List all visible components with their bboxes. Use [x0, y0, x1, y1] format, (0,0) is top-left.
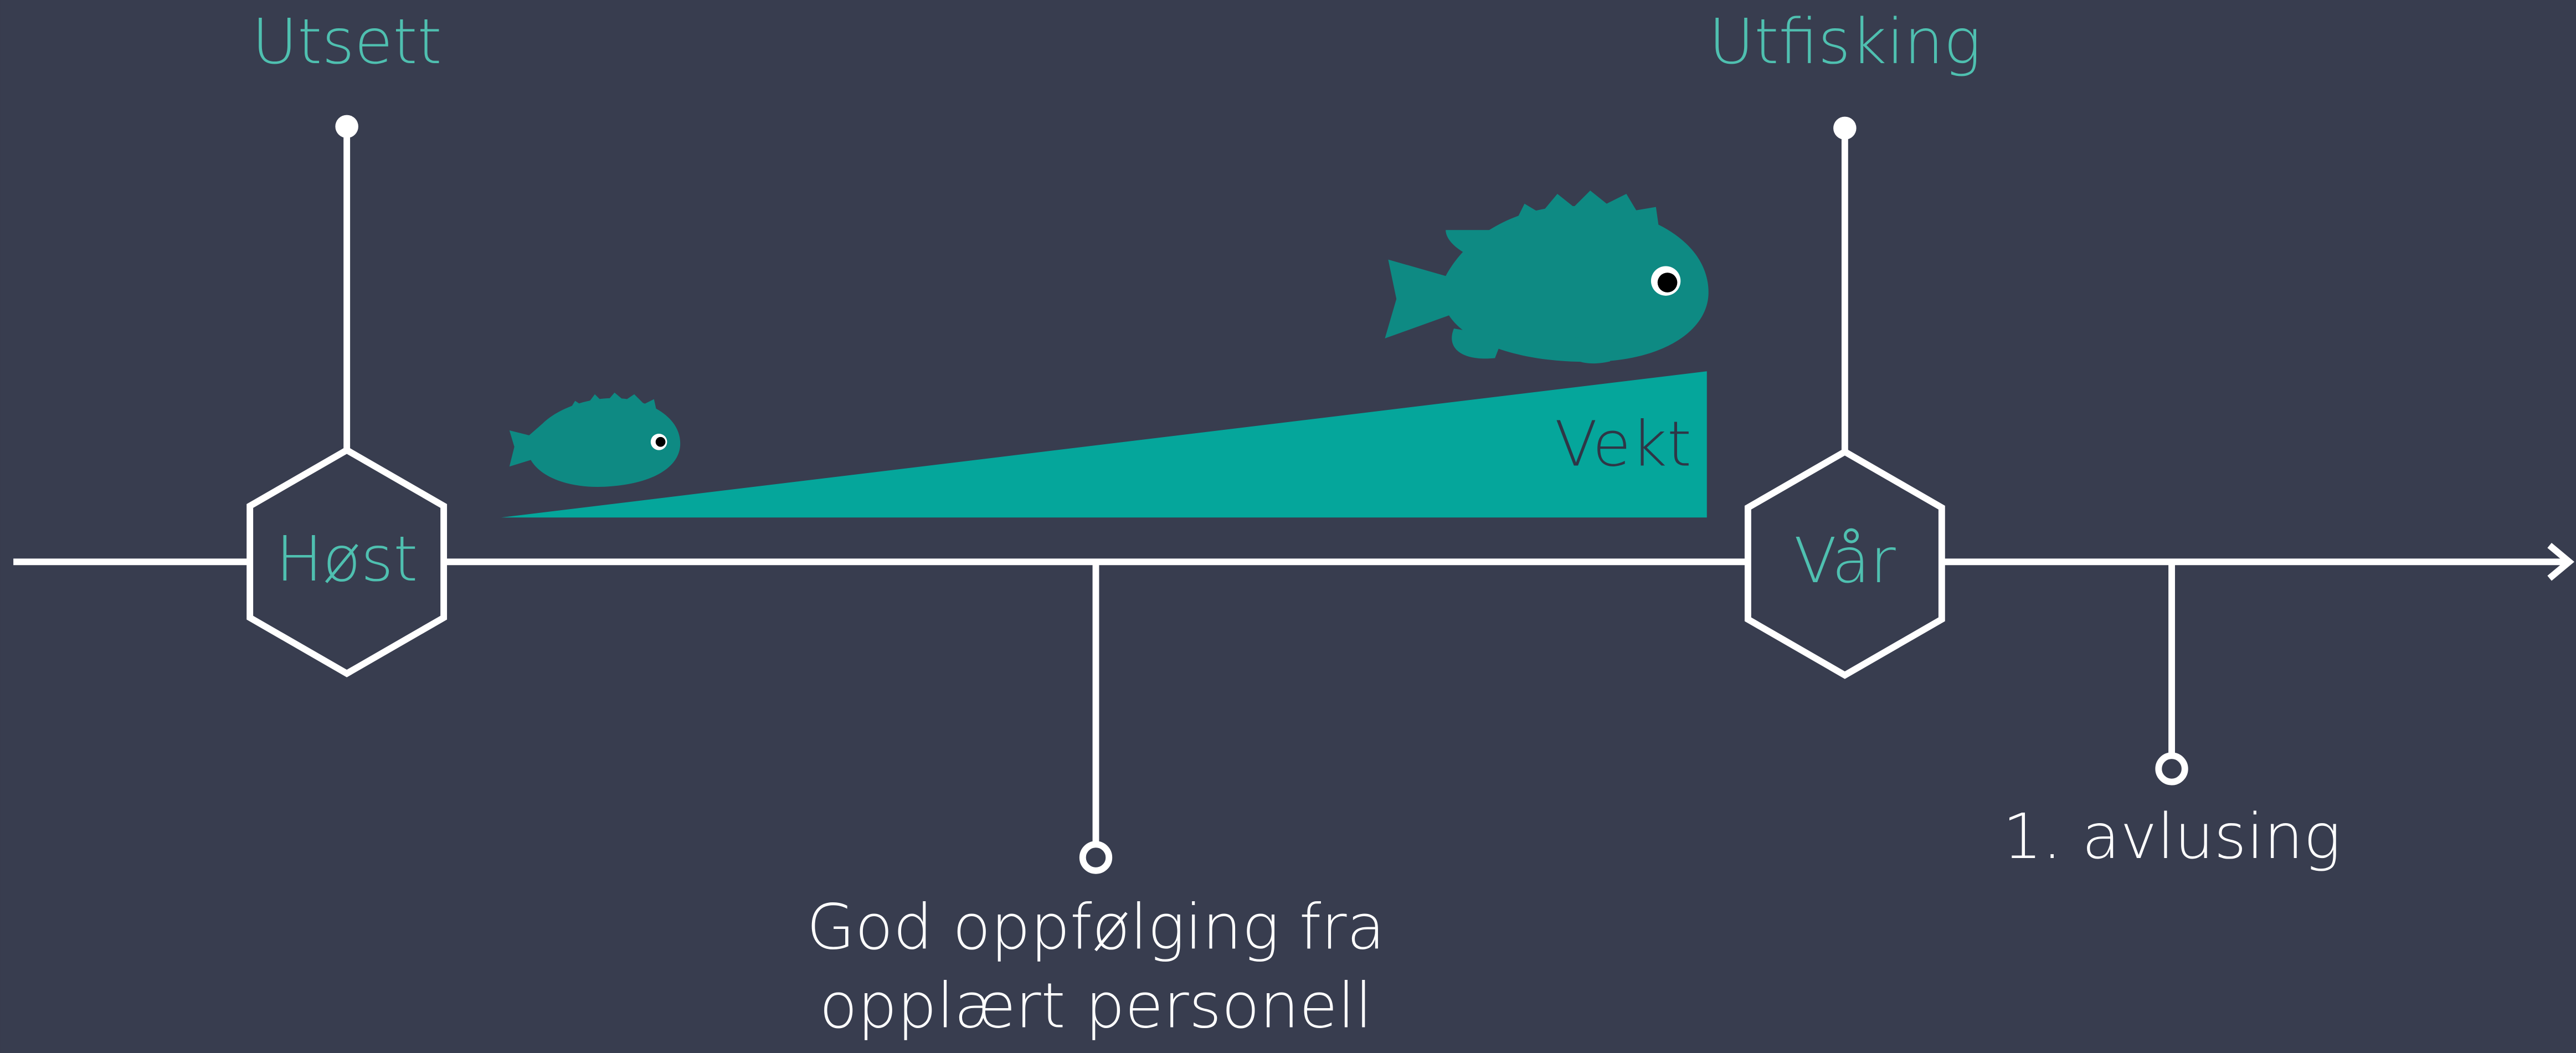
- event-dot: [2155, 752, 2188, 785]
- event-label: God oppfølging fra: [806, 890, 1385, 963]
- large-fish: [1385, 191, 1709, 364]
- season-hexagon: [246, 446, 448, 677]
- milestone-label: Utfisking: [1709, 5, 1981, 78]
- small-fish: [509, 392, 681, 487]
- axis-arrow: [2547, 543, 2574, 581]
- event-label: 1. avlusing: [2003, 800, 2341, 873]
- weight-label: Vekt: [1555, 407, 1691, 480]
- milestone-dot: [1833, 116, 1857, 140]
- event-dot: [1079, 841, 1113, 874]
- event-label: opplært personell: [819, 969, 1372, 1042]
- season-label: Vår: [1794, 524, 1896, 597]
- season-hexagon: [1744, 448, 1945, 679]
- milestone-dot: [335, 115, 358, 138]
- season-label: Høst: [276, 522, 418, 595]
- milestone-label: Utsett: [252, 5, 442, 78]
